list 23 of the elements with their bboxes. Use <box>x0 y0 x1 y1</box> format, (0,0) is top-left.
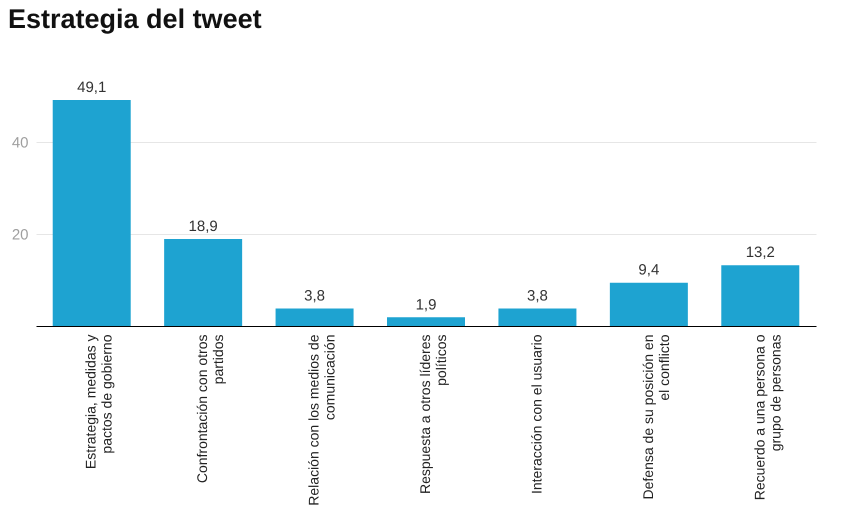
bar <box>276 308 354 326</box>
data-label: 3,8 <box>304 288 325 305</box>
data-label: 18,9 <box>188 218 218 236</box>
x-tick-label: Defensa de su posición en el conflicto <box>640 334 672 500</box>
data-label: 9,4 <box>638 262 660 279</box>
x-tick-label: Interacción con el usuario <box>528 334 544 494</box>
bar <box>52 100 131 326</box>
chart-title: Estrategia del tweet <box>8 4 262 34</box>
data-label: 1,9 <box>416 296 436 314</box>
x-tick-label: Confrontación con otros partidos <box>194 334 226 484</box>
x-tick-label: Estrategia, medidas y pactos de gobierno <box>82 334 115 470</box>
y-tick-label: 40 <box>12 134 28 152</box>
bar <box>387 317 465 326</box>
bar <box>610 282 688 326</box>
bar <box>164 239 242 326</box>
data-label: 3,8 <box>527 288 548 305</box>
x-tick-label: Relación con los medios de comunicación <box>306 334 338 506</box>
bar <box>721 265 800 326</box>
data-label: 13,2 <box>746 244 775 262</box>
bar <box>498 308 576 326</box>
data-label: 49,1 <box>77 79 106 96</box>
y-tick-label: 20 <box>12 226 28 244</box>
x-tick-label: Respuesta a otros líderes políticos <box>417 334 449 494</box>
